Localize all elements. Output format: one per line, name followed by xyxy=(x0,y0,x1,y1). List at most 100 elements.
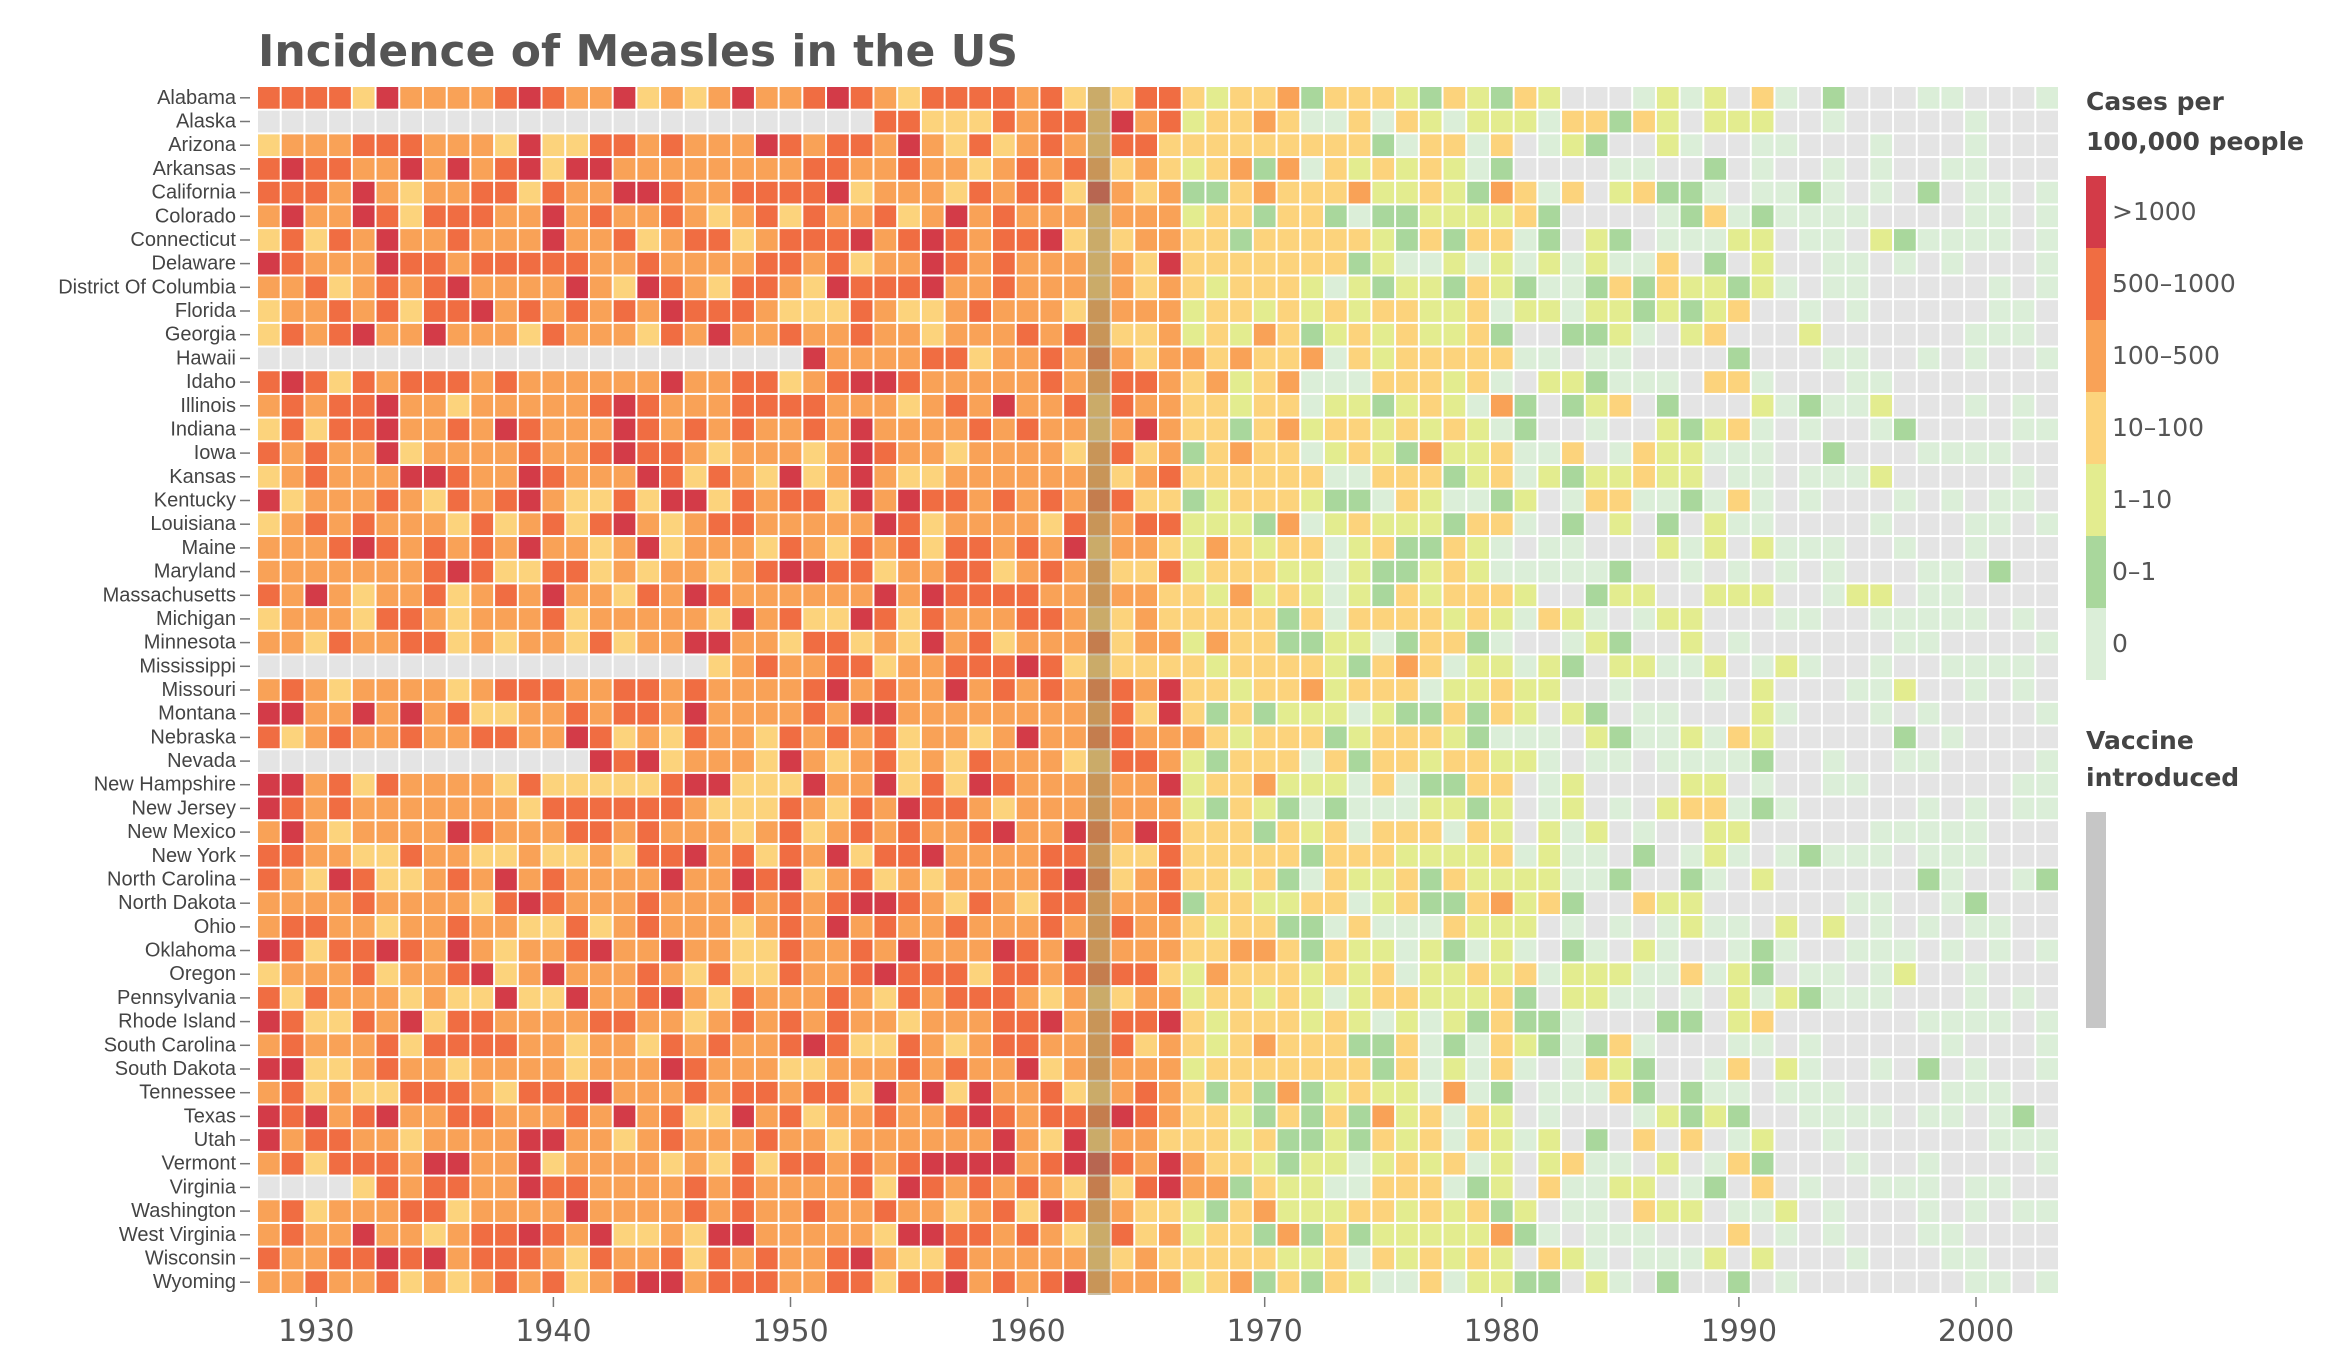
heatmap-cell xyxy=(1135,679,1157,701)
heatmap-cell xyxy=(1301,537,1323,559)
heatmap-cell xyxy=(1894,963,1916,986)
heatmap-cell xyxy=(1514,844,1537,867)
heatmap-cell xyxy=(1656,205,1679,228)
heatmap-cell xyxy=(708,489,731,512)
heatmap-cell xyxy=(566,1081,588,1104)
heatmap-cell xyxy=(1135,181,1157,204)
heatmap-cell xyxy=(1609,276,1632,299)
state-label: Florida xyxy=(175,300,237,322)
heatmap-cell xyxy=(376,134,399,157)
heatmap-cell xyxy=(1230,702,1252,725)
heatmap-cell xyxy=(447,465,470,488)
heatmap-cell xyxy=(1253,1271,1276,1293)
heatmap-cell xyxy=(1301,1129,1323,1151)
heatmap-cell xyxy=(850,465,873,488)
heatmap-cell xyxy=(566,963,588,986)
heatmap-cell xyxy=(779,702,802,725)
heatmap-cell xyxy=(1467,1200,1489,1222)
heatmap-cell xyxy=(1490,892,1513,915)
heatmap-cell xyxy=(1324,560,1347,583)
heatmap-cell xyxy=(1917,750,1940,772)
heatmap-cell xyxy=(1585,134,1608,157)
heatmap-cell xyxy=(661,844,683,867)
heatmap-cell xyxy=(1230,608,1252,630)
heatmap-cell xyxy=(613,371,636,393)
heatmap-cell xyxy=(1917,513,1940,536)
heatmap-cell xyxy=(1040,868,1063,891)
heatmap-cell xyxy=(495,181,517,204)
heatmap-cell xyxy=(1324,963,1347,986)
heatmap-cell xyxy=(589,1010,612,1033)
heatmap-cell xyxy=(2036,537,2058,559)
heatmap-cell xyxy=(1206,537,1229,559)
heatmap-cell xyxy=(1728,1200,1750,1222)
heatmap-cell xyxy=(258,323,280,346)
heatmap-cell xyxy=(423,1271,446,1293)
heatmap-cell xyxy=(1040,300,1063,322)
heatmap-cell xyxy=(1277,229,1300,251)
heatmap-cell xyxy=(1751,773,1774,796)
heatmap-cell xyxy=(1633,939,1655,962)
state-label: Michigan xyxy=(156,608,236,630)
heatmap-cell xyxy=(1704,276,1727,299)
heatmap-cell xyxy=(447,1247,470,1270)
heatmap-cell xyxy=(1016,608,1039,630)
heatmap-cell xyxy=(1585,702,1608,725)
heatmap-cell xyxy=(1182,300,1205,322)
heatmap-cell xyxy=(1514,608,1537,630)
heatmap-cell xyxy=(447,347,470,370)
heatmap-cell xyxy=(566,916,588,938)
heatmap-cell xyxy=(1443,750,1466,772)
heatmap-cell xyxy=(1941,608,1964,630)
heatmap-cell xyxy=(1751,323,1774,346)
heatmap-cell xyxy=(1135,1058,1157,1080)
heatmap-cell xyxy=(684,773,707,796)
heatmap-cell xyxy=(1822,916,1845,938)
heatmap-cell xyxy=(1538,1152,1561,1175)
heatmap-cell xyxy=(281,773,304,796)
heatmap-cell xyxy=(708,537,731,559)
heatmap-cell xyxy=(803,276,826,299)
heatmap-cell xyxy=(518,181,541,204)
heatmap-cell xyxy=(1799,252,1821,275)
heatmap-cell xyxy=(1111,679,1134,701)
heatmap-cell xyxy=(1230,1271,1252,1293)
heatmap-cell xyxy=(1514,513,1537,536)
heatmap-cell xyxy=(1941,489,1964,512)
heatmap-cell xyxy=(1301,134,1323,157)
heatmap-cell xyxy=(281,181,304,204)
heatmap-cell xyxy=(447,844,470,867)
heatmap-cell xyxy=(637,1058,660,1080)
heatmap-cell xyxy=(1182,1271,1205,1293)
heatmap-cell xyxy=(708,442,731,464)
heatmap-cell xyxy=(1609,560,1632,583)
heatmap-cell xyxy=(281,584,304,607)
heatmap-cell xyxy=(1301,87,1323,109)
heatmap-cell xyxy=(1419,584,1442,607)
heatmap-cell xyxy=(921,702,944,725)
heatmap-cell xyxy=(1040,513,1063,536)
heatmap-cell xyxy=(1633,418,1655,441)
heatmap-cell xyxy=(874,1105,897,1128)
heatmap-cell xyxy=(708,679,731,701)
heatmap-cell xyxy=(993,916,1015,938)
heatmap-cell xyxy=(1230,631,1252,654)
heatmap-cell xyxy=(566,1058,588,1080)
heatmap-cell xyxy=(874,1176,897,1199)
heatmap-cell xyxy=(945,1105,968,1128)
heatmap-cell xyxy=(1419,134,1442,157)
heatmap-cell xyxy=(518,868,541,891)
heatmap-cell xyxy=(305,205,328,228)
heatmap-cell xyxy=(613,892,636,915)
heatmap-cell xyxy=(1585,987,1608,1009)
heatmap-cell xyxy=(1822,1034,1845,1057)
heatmap-cell xyxy=(1064,371,1086,393)
heatmap-cell xyxy=(1396,916,1418,938)
heatmap-cell xyxy=(376,987,399,1009)
heatmap-cell xyxy=(1965,1152,1987,1175)
heatmap-cell xyxy=(1182,773,1205,796)
heatmap-cell xyxy=(1372,1058,1395,1080)
heatmap-cell xyxy=(1846,1223,1869,1246)
heatmap-cell xyxy=(1206,1271,1229,1293)
heatmap-cell xyxy=(1894,987,1916,1009)
